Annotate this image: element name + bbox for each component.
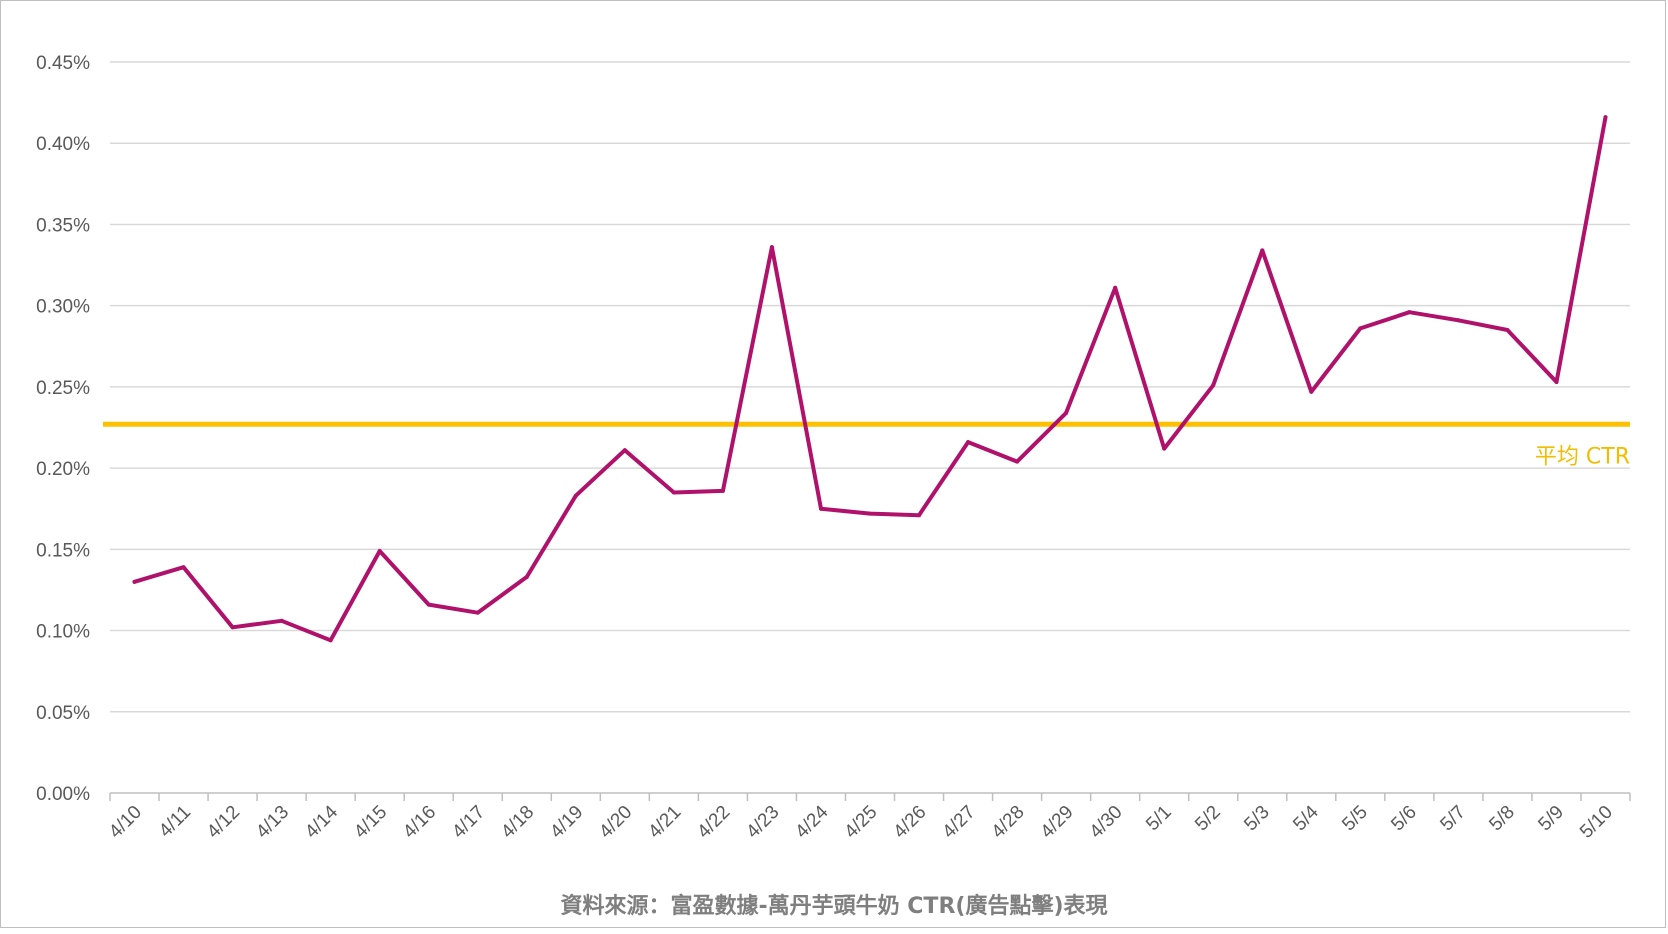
ctr-series-line <box>132 115 1608 643</box>
x-axis <box>109 792 1631 801</box>
data-point <box>279 618 284 623</box>
x-tick-label: 4/29 <box>1037 802 1078 843</box>
data-point <box>181 565 186 570</box>
data-point <box>868 511 872 516</box>
data-point <box>818 506 823 511</box>
x-tick-label: 5/8 <box>1485 802 1519 836</box>
data-point <box>524 574 529 579</box>
data-point <box>1603 115 1608 120</box>
y-tick-label: 0.20% <box>36 459 90 480</box>
x-tick-label: 4/30 <box>1086 802 1127 843</box>
x-tick-label: 4/28 <box>988 802 1029 843</box>
data-point <box>426 602 431 607</box>
x-tick-label: 4/20 <box>595 802 636 843</box>
x-tick-label: 4/12 <box>203 802 244 843</box>
x-tick-label: 4/18 <box>497 802 538 843</box>
data-point <box>573 493 578 498</box>
x-tick-label: 4/13 <box>252 802 293 843</box>
x-tick-label: 5/9 <box>1534 802 1568 836</box>
gridlines <box>110 61 1630 713</box>
y-tick-label: 0.25% <box>36 378 90 399</box>
data-point <box>1064 410 1069 415</box>
x-tick-label: 5/5 <box>1338 802 1372 836</box>
data-point <box>671 490 676 495</box>
x-tick-label: 5/6 <box>1387 802 1421 836</box>
y-tick-label: 0.30% <box>36 297 90 318</box>
x-tick-label: 4/22 <box>693 802 734 843</box>
data-point <box>1554 380 1559 385</box>
y-tick-label: 0.45% <box>36 53 90 74</box>
x-tick-label: 5/2 <box>1191 802 1225 836</box>
y-axis-ticks: 0.00% 0.05% 0.10% 0.15% 0.20% 0.25% 0.30% 0.35%… <box>36 53 90 805</box>
average-ctr-label: 平均 CTR <box>1535 444 1630 469</box>
series-group <box>132 115 1608 643</box>
data-point <box>917 513 922 518</box>
x-tick-label: 5/10 <box>1576 802 1617 843</box>
y-tick-label: 0.40% <box>36 134 90 155</box>
data-point <box>475 610 480 615</box>
x-tick-label: 4/10 <box>105 802 146 843</box>
data-point <box>1211 383 1216 388</box>
x-tick-label: 4/24 <box>792 801 833 842</box>
data-point <box>1162 446 1167 451</box>
data-point <box>720 488 725 493</box>
x-tick-label: 4/25 <box>841 802 882 843</box>
data-point <box>328 638 333 643</box>
data-point <box>1505 328 1510 333</box>
x-tick-label: 4/26 <box>890 802 931 843</box>
data-point <box>377 548 382 553</box>
x-tick-label: 4/21 <box>644 802 685 843</box>
y-tick-label: 0.15% <box>36 540 90 561</box>
data-point <box>1309 389 1314 394</box>
x-tick-label: 5/7 <box>1436 802 1470 836</box>
x-tick-label: 5/1 <box>1142 802 1176 836</box>
y-tick-label: 0.35% <box>36 215 90 236</box>
x-tick-label: 4/14 <box>301 801 342 842</box>
x-tick-label: 4/15 <box>350 802 391 843</box>
x-axis-ticks: 4/10 4/11 4/12 4/13 4/14 4/15 4/16 4/17 4/18 4/19… <box>105 801 1617 842</box>
data-point <box>966 440 971 445</box>
x-tick-label: 4/16 <box>399 802 440 843</box>
x-tick-label: 4/27 <box>939 802 980 843</box>
data-point <box>622 448 627 453</box>
x-tick-label: 4/23 <box>742 802 783 843</box>
data-point <box>1358 326 1363 331</box>
data-point <box>769 245 774 250</box>
x-tick-label: 4/19 <box>546 802 587 843</box>
data-point <box>1456 318 1461 323</box>
y-tick-label: 0.00% <box>36 784 90 805</box>
x-tick-label: 4/11 <box>155 802 195 842</box>
x-tick-label: 4/17 <box>448 802 489 843</box>
chart-caption: 資料來源：富盈數據-萬丹芋頭牛奶 CTR(廣告點擊)表現 <box>561 893 1108 919</box>
data-point <box>1113 285 1118 290</box>
data-point <box>132 579 137 584</box>
data-point <box>230 625 235 630</box>
y-tick-label: 0.10% <box>36 622 90 643</box>
x-tick-label: 5/3 <box>1240 802 1274 836</box>
data-point <box>1407 310 1412 315</box>
data-point <box>1260 248 1265 253</box>
y-tick-label: 0.05% <box>36 703 90 724</box>
average-line-group: 平均 CTR <box>103 421 1630 469</box>
x-tick-label: 5/4 <box>1289 801 1323 835</box>
data-point <box>1015 459 1020 464</box>
